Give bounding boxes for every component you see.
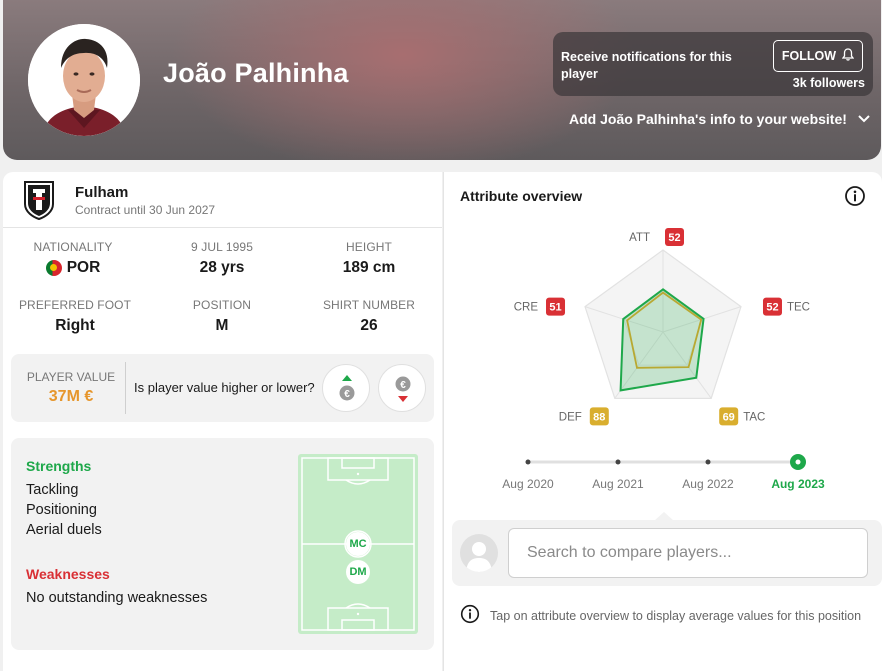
- timeline-point-2[interactable]: [705, 459, 711, 465]
- nationality-value: POR: [66, 259, 101, 276]
- timeline-label: Aug 2020: [502, 477, 554, 491]
- bell-icon: [841, 48, 855, 64]
- chevron-down-icon: [857, 111, 871, 127]
- add-info-label: Add João Palhinha's info to your website…: [569, 111, 847, 127]
- attr-label-cre: CRE: [514, 302, 539, 314]
- shirt-value: 26: [360, 317, 378, 334]
- svg-text:€: €: [344, 389, 350, 400]
- attr-label-tac: TAC: [743, 411, 765, 423]
- position-marker-dm: DM: [346, 560, 370, 584]
- portugal-flag-icon: [45, 260, 62, 276]
- compare-search-input[interactable]: [508, 528, 868, 578]
- strengths-title: Strengths: [26, 458, 92, 474]
- position-marker-mc: MC: [346, 532, 370, 556]
- foot-value: Right: [55, 317, 95, 334]
- height-cell: HEIGHT 189 cm: [299, 240, 439, 277]
- attr-badge-def: [589, 407, 609, 426]
- player-name: João Palhinha: [163, 58, 349, 88]
- nationality-value-row: POR: [3, 259, 143, 277]
- height-value: 189 cm: [342, 259, 396, 276]
- club-name: Fulham: [75, 184, 129, 201]
- weakness-item: No outstanding weaknesses: [26, 590, 208, 606]
- player-value-box: PLAYER VALUE 37M € Is player value highe…: [11, 354, 434, 422]
- age-value: 28 yrs: [199, 259, 245, 276]
- attr-label-def: DEF: [559, 411, 582, 423]
- foot-cell: PREFERRED FOOT Right: [5, 298, 145, 335]
- divider: [125, 362, 126, 414]
- vote-lower-button[interactable]: €: [378, 364, 426, 412]
- attribute-card: Attribute overview 52 ATT 52 TEC 69 TAC 88 DEF 5…: [443, 172, 882, 671]
- contract-info: Contract until 30 Jun 2027: [75, 203, 216, 217]
- dob-label: 9 JUL 1995: [191, 240, 253, 254]
- value-up-icon: €: [339, 375, 355, 401]
- weaknesses-title: Weaknesses: [26, 566, 110, 582]
- timeline-point-1[interactable]: [615, 459, 621, 465]
- shirt-label: SHIRT NUMBER: [322, 298, 416, 312]
- attribute-radar-chart[interactable]: 52 ATT 52 TEC 69 TAC 88 DEF 51 CRE: [444, 208, 882, 448]
- info-icon[interactable]: [844, 185, 866, 207]
- follow-button[interactable]: FOLLOW: [773, 40, 863, 72]
- followers-count: 3k followers: [792, 76, 865, 90]
- attr-badge-att: [665, 228, 684, 246]
- club-logo: [23, 180, 55, 221]
- user-silhouette-icon: [460, 534, 498, 572]
- timeline-point-dot[interactable]: [795, 459, 801, 465]
- timeline-label: Aug 2021: [592, 477, 644, 491]
- timeline-point-0[interactable]: [525, 459, 531, 465]
- attr-label-tec: TEC: [787, 302, 810, 314]
- svg-text:€: €: [400, 380, 406, 391]
- attr-badge-tec: [762, 297, 782, 316]
- add-info-link[interactable]: Add João Palhinha's info to your website…: [569, 111, 871, 127]
- attr-value-tac: 69: [723, 411, 735, 423]
- strengths-box: Strengths Tackling Positioning Aerial du…: [11, 438, 434, 650]
- info-small-icon: [460, 604, 480, 627]
- attribute-overview-title: Attribute overview: [460, 188, 583, 204]
- player-avatar: [28, 24, 140, 136]
- club-row[interactable]: Fulham Contract until 30 Jun 2027: [3, 172, 442, 228]
- shirt-cell: SHIRT NUMBER 26: [299, 298, 439, 335]
- value-down-icon: €: [395, 376, 411, 402]
- notification-panel: Receive notifications for this player FO…: [553, 32, 873, 96]
- strength-item: Aerial duels: [26, 522, 102, 538]
- position-cell: POSITION M: [152, 298, 292, 335]
- compare-pointer: [654, 512, 674, 521]
- position-pitch: MC DM: [298, 454, 418, 634]
- attr-value-att: 52: [668, 232, 680, 244]
- tip-text: Tap on attribute overview to display ave…: [490, 608, 862, 623]
- timeline-label: Aug 2022: [682, 477, 734, 491]
- player-value-question: Is player value higher or lower?: [134, 380, 315, 395]
- player-details-card: Fulham Contract until 30 Jun 2027 NATION…: [3, 172, 442, 671]
- player-value-label: PLAYER VALUE: [26, 370, 116, 384]
- position-value: M: [215, 317, 229, 334]
- attr-value-def: 88: [593, 411, 605, 423]
- foot-label: PREFERRED FOOT: [18, 298, 132, 312]
- season-timeline[interactable]: Aug 2020 Aug 2021 Aug 2022 Aug 2023: [444, 448, 882, 498]
- position-label: POSITION: [192, 298, 252, 312]
- height-label: HEIGHT: [346, 240, 392, 254]
- strength-item: Positioning: [26, 502, 97, 518]
- nationality-label: NATIONALITY: [33, 240, 113, 254]
- tip-row: Tap on attribute overview to display ave…: [460, 604, 861, 627]
- attr-label-att: ATT: [629, 232, 650, 244]
- attr-value-tec: 52: [766, 302, 778, 314]
- compare-players-box: [452, 520, 882, 586]
- player-value-amount: 37M €: [48, 388, 94, 405]
- strength-item: Tackling: [26, 482, 79, 498]
- attr-badge-cre: [546, 297, 566, 316]
- attr-badge-tac: [719, 407, 739, 426]
- follow-label: FOLLOW: [781, 49, 837, 63]
- timeline-label: Aug 2023: [771, 477, 825, 491]
- radar-spoke: [614, 331, 664, 399]
- vote-higher-button[interactable]: €: [322, 364, 370, 412]
- player-header: João Palhinha Receive notifications for …: [3, 0, 881, 160]
- attr-value-cre: 51: [549, 302, 561, 314]
- radar-average-series: [626, 291, 703, 369]
- nationality-cell: NATIONALITY POR: [3, 240, 143, 277]
- notify-text: Receive notifications for this player: [561, 50, 732, 81]
- age-cell: 9 JUL 1995 28 yrs: [152, 240, 292, 277]
- radar-spoke: [662, 331, 712, 399]
- radar-player-series: [619, 288, 705, 392]
